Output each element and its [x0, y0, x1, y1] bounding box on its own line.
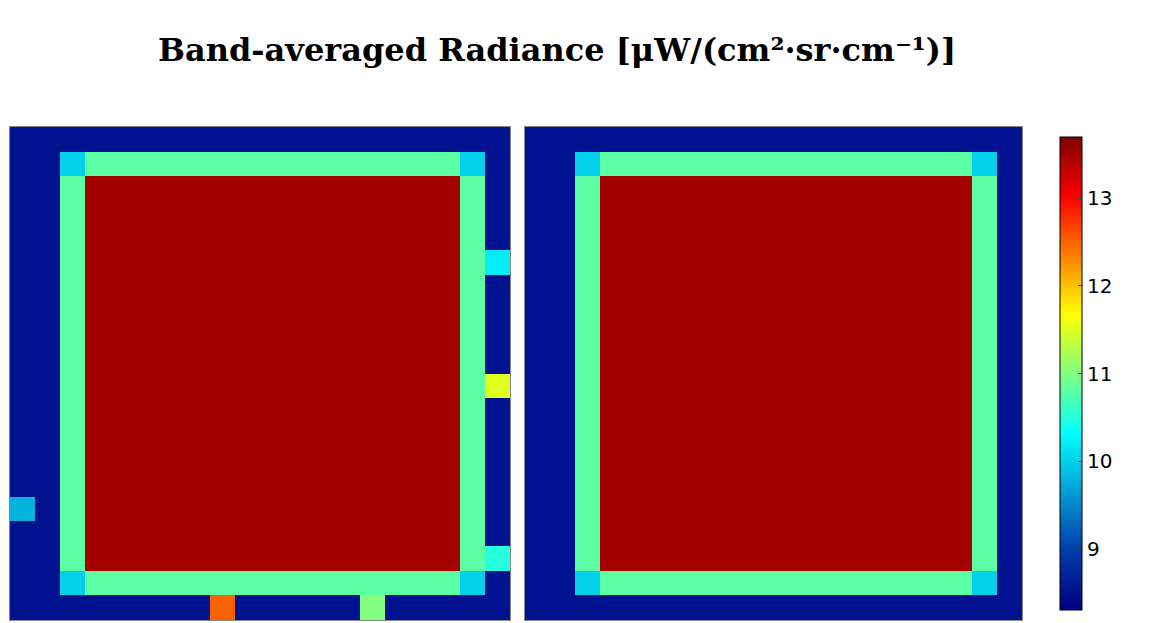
svg-text:Band-averaged Radiance [μW/(cm: Band-averaged Radiance [μW/(cm²·sr·cm⁻¹)… — [158, 31, 956, 69]
svg-text:9: 9 — [1087, 537, 1100, 561]
svg-text:13: 13 — [1087, 186, 1112, 210]
svg-text:10: 10 — [1087, 449, 1112, 473]
svg-text:11: 11 — [1087, 362, 1112, 386]
svg-text:12: 12 — [1087, 274, 1112, 298]
